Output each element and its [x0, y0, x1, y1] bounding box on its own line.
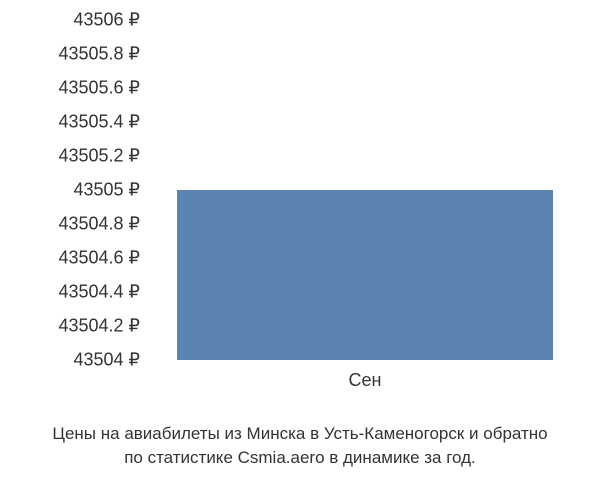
bar-sep	[177, 190, 553, 360]
y-tick: 43504.8 ₽	[0, 214, 140, 235]
y-tick: 43504.6 ₽	[0, 248, 140, 269]
caption-line-2: по статистике Csmia.aero в динамике за г…	[0, 446, 600, 470]
plot-area	[150, 20, 580, 360]
y-tick: 43504 ₽	[0, 350, 140, 371]
y-tick: 43506 ₽	[0, 10, 140, 31]
y-tick: 43505.2 ₽	[0, 146, 140, 167]
chart-caption: Цены на авиабилеты из Минска в Усть-Каме…	[0, 422, 600, 470]
y-axis: 43506 ₽ 43505.8 ₽ 43505.6 ₽ 43505.4 ₽ 43…	[0, 20, 140, 360]
y-tick: 43504.4 ₽	[0, 282, 140, 303]
y-tick: 43505.4 ₽	[0, 112, 140, 133]
x-axis-label: Сен	[335, 370, 395, 391]
y-tick: 43504.2 ₽	[0, 316, 140, 337]
caption-line-1: Цены на авиабилеты из Минска в Усть-Каме…	[0, 422, 600, 446]
y-tick: 43505.6 ₽	[0, 78, 140, 99]
chart-container: 43506 ₽ 43505.8 ₽ 43505.6 ₽ 43505.4 ₽ 43…	[0, 20, 600, 400]
y-tick: 43505 ₽	[0, 180, 140, 201]
y-tick: 43505.8 ₽	[0, 44, 140, 65]
